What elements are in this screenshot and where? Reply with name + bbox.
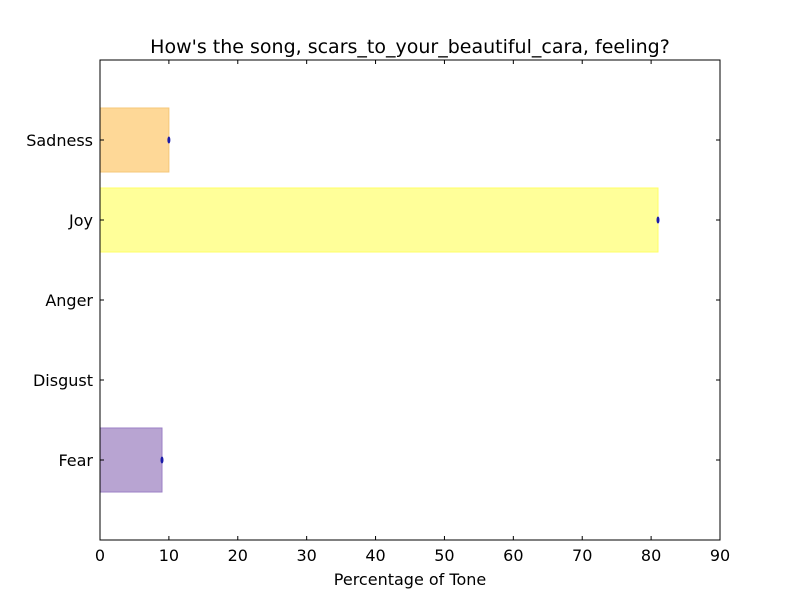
y-tick-label-sadness: Sadness — [26, 131, 93, 150]
x-tick-label-70: 70 — [572, 546, 592, 565]
x-tick-label-50: 50 — [434, 546, 454, 565]
x-tick-label-30: 30 — [296, 546, 316, 565]
y-tick-label-anger: Anger — [45, 291, 93, 310]
y-tick-label-joy: Joy — [68, 211, 93, 230]
x-tick-label-40: 40 — [365, 546, 385, 565]
y-tick-label-fear: Fear — [58, 451, 93, 470]
x-tick-label-90: 90 — [710, 546, 730, 565]
x-axis-label: Percentage of Tone — [334, 570, 486, 589]
x-tick-label-80: 80 — [641, 546, 661, 565]
x-tick-label-20: 20 — [228, 546, 248, 565]
bars-group — [99, 107, 660, 493]
x-tick-label-10: 10 — [159, 546, 179, 565]
y-axis-ticks: Fear Disgust Anger Joy Sadness — [26, 131, 720, 470]
x-tick-label-60: 60 — [503, 546, 523, 565]
bar-sadness — [99, 107, 170, 173]
bar-end-marker-fear — [160, 456, 164, 464]
x-axis-ticks: 0 10 20 30 40 50 60 70 80 90 — [95, 60, 730, 565]
x-tick-label-0: 0 — [95, 546, 105, 565]
bar-joy — [99, 187, 659, 253]
bar-fear — [99, 427, 163, 493]
y-tick-label-disgust: Disgust — [33, 371, 93, 390]
chart-title: How's the song, scars_to_your_beautiful_… — [150, 36, 670, 58]
bar-end-marker-joy — [656, 216, 660, 224]
bar-end-marker-sadness — [167, 136, 171, 144]
